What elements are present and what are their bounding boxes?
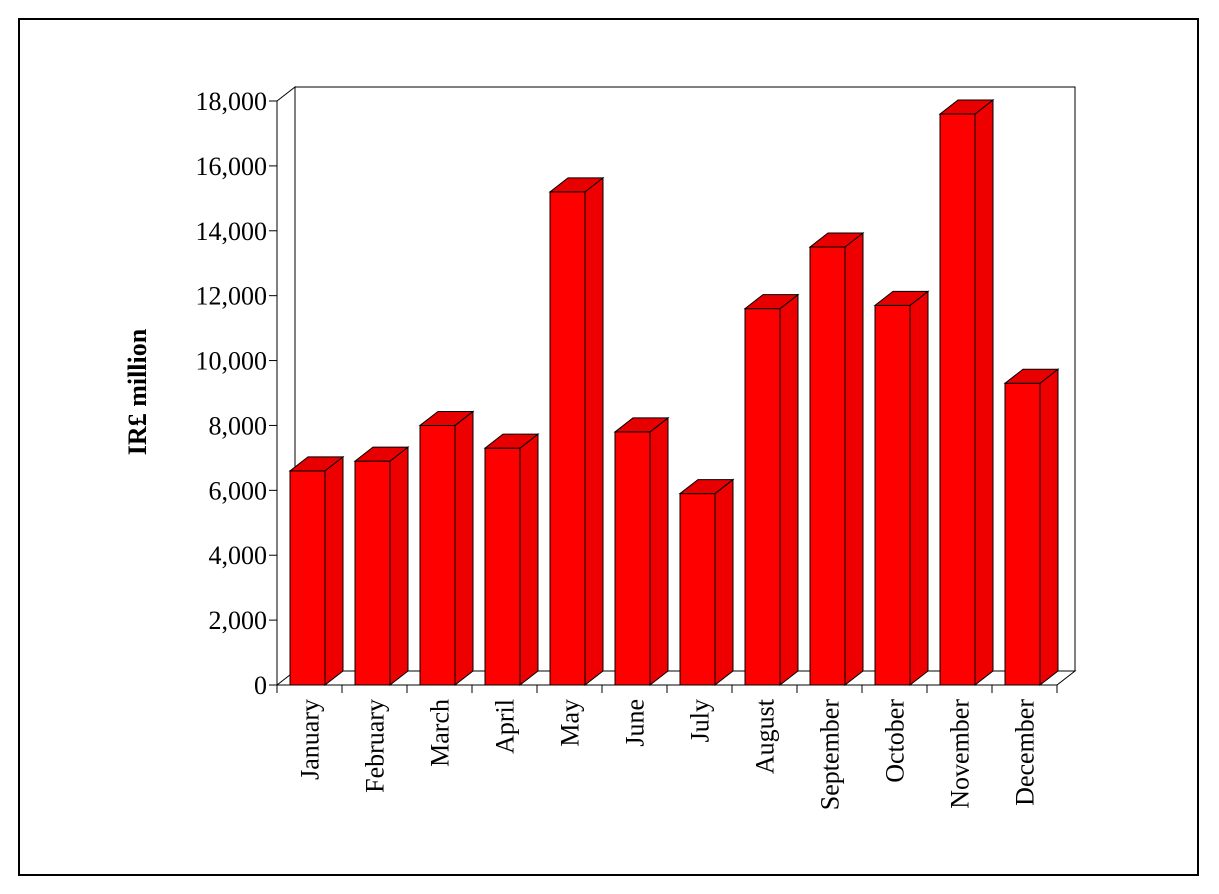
y-tick-label: 8,000 xyxy=(209,411,268,440)
bar-top xyxy=(808,232,865,248)
x-tick-label: December xyxy=(1011,699,1040,806)
y-tick-label: 16,000 xyxy=(196,152,268,181)
bar-front xyxy=(744,308,781,686)
bar-side xyxy=(974,98,994,687)
bar-side xyxy=(324,455,344,687)
bar-top xyxy=(288,456,345,472)
bar-side xyxy=(519,433,539,687)
x-axis: January February March April May June July Augu… xyxy=(276,684,1058,811)
x-tick-label: February xyxy=(361,699,390,793)
x-tick-label: April xyxy=(491,699,520,754)
bar-august xyxy=(743,293,800,687)
bar-top xyxy=(613,417,670,433)
bar-front xyxy=(874,304,911,686)
bar-side xyxy=(454,410,474,687)
bar-january xyxy=(288,455,345,687)
bars xyxy=(288,98,1060,687)
bar-front xyxy=(484,447,521,686)
bar-side xyxy=(1039,368,1059,687)
bar-top xyxy=(483,433,540,449)
x-tick-label: July xyxy=(686,699,715,742)
bar-top xyxy=(678,479,735,495)
bar-side xyxy=(844,231,864,687)
x-tick-label: September xyxy=(816,699,845,811)
bar-top xyxy=(418,410,475,426)
bar-front xyxy=(614,431,651,686)
bar-side xyxy=(584,176,604,687)
bar-may xyxy=(548,176,605,687)
y-tick-label: 12,000 xyxy=(196,282,268,311)
x-tick-label: June xyxy=(621,699,650,747)
bar-front xyxy=(679,493,716,686)
x-tick-label: October xyxy=(881,699,910,783)
bar-july xyxy=(678,478,735,687)
bar-top xyxy=(353,446,410,462)
y-axis: 0 2,000 4,000 6,000 8,000 10,000 12,000 14,000 1… xyxy=(196,87,277,700)
bar-side xyxy=(779,293,799,687)
x-tick-label: November xyxy=(946,699,975,809)
bar-september xyxy=(808,231,865,687)
bar-february xyxy=(353,446,410,687)
bar-front xyxy=(1004,382,1041,686)
bar-december xyxy=(1003,368,1060,687)
bar-front xyxy=(289,470,326,686)
y-tick-label: 6,000 xyxy=(209,476,268,505)
bar-side xyxy=(389,446,409,687)
x-tick-label: August xyxy=(751,698,780,774)
bar-march xyxy=(418,410,475,687)
bar-side xyxy=(649,416,669,687)
y-tick-label: 14,000 xyxy=(196,217,268,246)
bar-front xyxy=(809,246,846,686)
y-tick-label: 0 xyxy=(254,671,267,700)
bar-top xyxy=(743,294,800,310)
y-tick-label: 10,000 xyxy=(196,347,268,376)
y-axis-label: IR£ million xyxy=(123,328,152,455)
bar-side xyxy=(714,478,734,687)
bar-front xyxy=(354,460,391,686)
x-tick-label: March xyxy=(426,699,455,767)
bar-front xyxy=(939,113,976,686)
x-tick-label: January xyxy=(296,699,325,780)
bar-side xyxy=(909,290,929,687)
bar-april xyxy=(483,433,540,687)
bar-top xyxy=(873,290,930,306)
y-tick-label: 4,000 xyxy=(209,541,268,570)
y-tick-label: 2,000 xyxy=(209,606,268,635)
chart-frame xyxy=(18,18,1199,876)
bar-top xyxy=(1003,368,1060,384)
bar-front xyxy=(549,191,586,686)
y-tick-label: 18,000 xyxy=(196,87,268,116)
bar-top xyxy=(938,99,995,115)
x-tick-label: May xyxy=(556,699,585,747)
bar-june xyxy=(613,416,670,687)
bar-november xyxy=(938,98,995,687)
bar-top xyxy=(548,177,605,193)
bar-front xyxy=(419,424,456,686)
bar-october xyxy=(873,290,930,687)
